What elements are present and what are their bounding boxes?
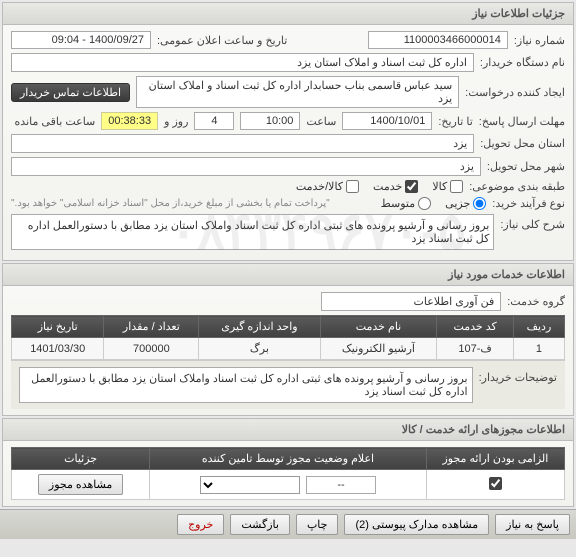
- label-days: روز و: [164, 115, 188, 128]
- label-deadline: مهلت ارسال پاسخ:: [479, 115, 565, 128]
- need-info-header: جزئیات اطلاعات نیاز: [3, 3, 573, 25]
- label-category: طبقه بندی موضوعی:: [469, 180, 565, 193]
- label-time: ساعت: [306, 115, 336, 128]
- authz-table: الزامی بودن ارائه مجوز اعلام وضعیت مجوز …: [11, 447, 565, 500]
- label-delivery-province: استان محل تحویل:: [480, 137, 565, 150]
- need-info-panel: جزئیات اطلاعات نیاز شماره نیاز: 11000034…: [2, 2, 574, 261]
- label-until: تا تاریخ:: [438, 115, 472, 128]
- authz-col-required: الزامی بودن ارائه مجوز: [426, 448, 564, 470]
- deadline-time: 10:00: [240, 112, 300, 130]
- main-description: بروز رسانی و آرشیو پرونده های ثبتی اداره…: [11, 214, 494, 250]
- services-header: اطلاعات خدمات مورد نیاز: [3, 264, 573, 286]
- requester: سید عباس قاسمی بناب حسابدار اداره کل ثبت…: [136, 76, 459, 108]
- announce-date: 1400/09/27 - 09:04: [11, 31, 151, 49]
- service-group: فن آوری اطلاعات: [321, 292, 501, 311]
- col-qty: تعداد / مقدار: [104, 316, 199, 338]
- cat-goods[interactable]: کالا: [432, 180, 463, 193]
- col-name: نام خدمت: [320, 316, 437, 338]
- authz-row: -- مشاهده مجوز: [12, 470, 565, 500]
- label-service-group: گروه خدمت:: [507, 295, 565, 308]
- label-purchase-type: نوع فرآیند خرید:: [492, 197, 565, 210]
- table-row[interactable]: 1 ف-107 آرشیو الکترونیک برگ 700000 1401/…: [12, 338, 565, 360]
- label-remaining: ساعت باقی مانده: [15, 115, 96, 128]
- deadline-date: 1400/10/01: [342, 112, 432, 130]
- view-authz-button[interactable]: مشاهده مجوز: [38, 474, 123, 495]
- pt-medium[interactable]: متوسط: [381, 197, 432, 210]
- category-group: کالا خدمت کالا/خدمت: [296, 180, 463, 193]
- back-button[interactable]: بازگشت: [230, 514, 290, 535]
- authz-col-status: اعلام وضعیت مجوز توسط تامین کننده: [150, 448, 427, 470]
- label-main-desc: شرح کلی نیاز:: [500, 214, 565, 231]
- delivery-province: یزد: [11, 134, 474, 153]
- cat-both[interactable]: کالا/خدمت: [296, 180, 359, 193]
- delivery-city: یزد: [11, 157, 481, 176]
- services-panel: اطلاعات خدمات مورد نیاز گروه خدمت: فن آو…: [2, 263, 574, 416]
- label-announce-date: تاریخ و ساعت اعلان عمومی:: [157, 34, 287, 47]
- need-number: 1100003466000014: [368, 31, 508, 49]
- services-table: ردیف کد خدمت نام خدمت واحد اندازه گیری ت…: [11, 315, 565, 360]
- purchase-type-group: جزیی متوسط: [381, 197, 487, 210]
- col-code: کد خدمت: [437, 316, 513, 338]
- authz-required-checkbox[interactable]: [489, 477, 502, 490]
- col-unit: واحد اندازه گیری: [199, 316, 320, 338]
- deadline-days: 4: [194, 112, 234, 130]
- authz-panel: اطلاعات مجوزهای ارائه خدمت / کالا الزامی…: [2, 418, 574, 507]
- exit-button[interactable]: خروج: [177, 514, 224, 535]
- attachments-button[interactable]: مشاهده مدارک پیوستی (2): [344, 514, 489, 535]
- label-buyer-org: نام دستگاه خریدار:: [480, 56, 565, 69]
- purchase-note: "پرداخت تمام یا بخشی از مبلغ خرید،از محل…: [11, 198, 375, 209]
- buyer-org: اداره کل ثبت اسناد و املاک استان یزد: [11, 53, 474, 72]
- col-idx: ردیف: [513, 316, 564, 338]
- authz-header: اطلاعات مجوزهای ارائه خدمت / کالا: [3, 419, 573, 441]
- reply-button[interactable]: پاسخ به نیاز: [495, 514, 570, 535]
- print-button[interactable]: چاپ: [296, 514, 339, 535]
- label-buyer-note: توضیحات خریدار:: [479, 367, 557, 384]
- label-requester: ایجاد کننده درخواست:: [465, 86, 565, 99]
- buyer-note: بروز رسانی و آرشیو پرونده های ثبتی اداره…: [19, 367, 473, 403]
- col-date: تاریخ نیاز: [12, 316, 104, 338]
- label-delivery-city: شهر محل تحویل:: [487, 160, 565, 173]
- authz-col-detail: جزئیات: [12, 448, 150, 470]
- authz-status-select[interactable]: [200, 476, 300, 494]
- buyer-contact-button[interactable]: اطلاعات تماس خریدار: [11, 83, 130, 102]
- authz-status-value: --: [306, 476, 376, 494]
- cat-service[interactable]: خدمت: [373, 180, 418, 193]
- footer-bar: پاسخ به نیاز مشاهده مدارک پیوستی (2) چاپ…: [0, 509, 576, 539]
- countdown-timer: 00:38:33: [101, 112, 158, 130]
- pt-partial[interactable]: جزیی: [445, 197, 486, 210]
- label-need-number: شماره نیاز:: [514, 34, 565, 47]
